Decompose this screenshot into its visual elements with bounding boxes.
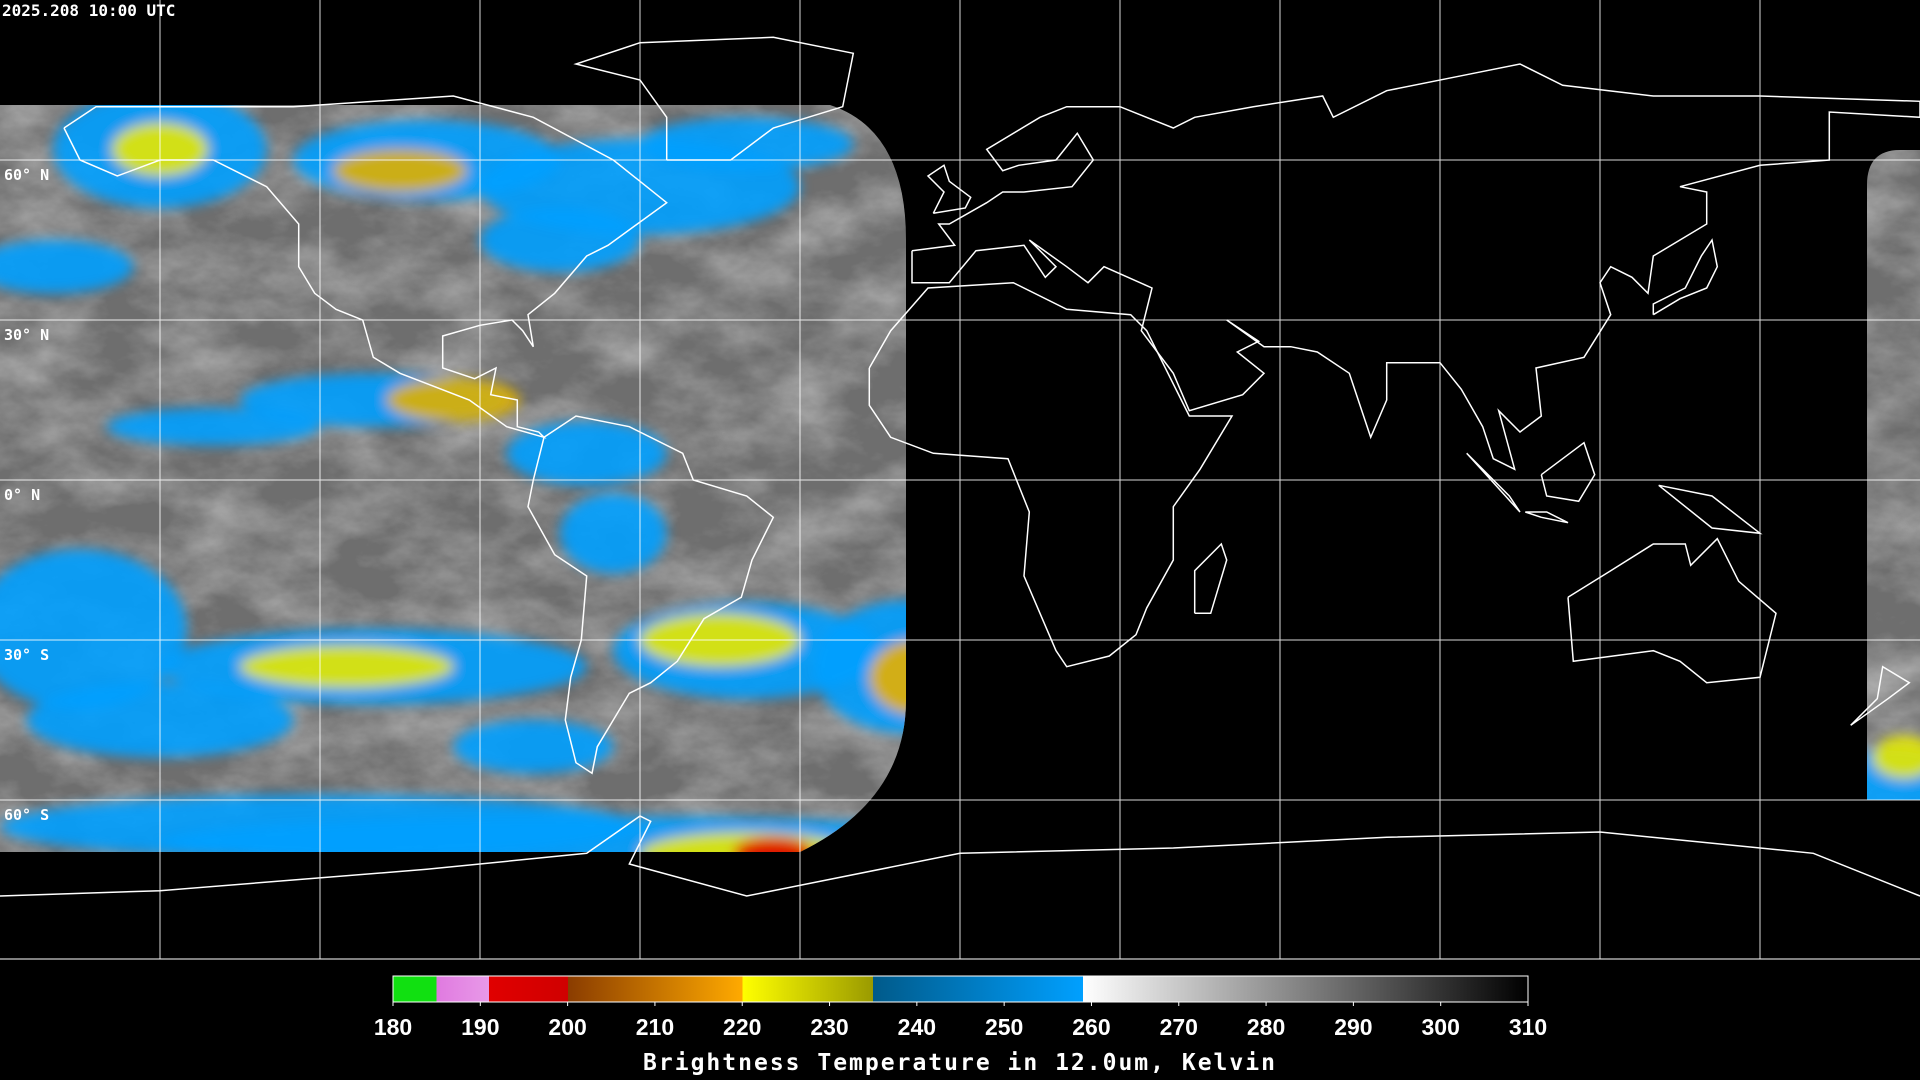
coastline (1193, 542, 1228, 615)
lat-label: 30° N (4, 326, 49, 344)
coastline (1525, 511, 1569, 524)
coastline (1658, 484, 1763, 535)
colorbar-tick-label: 270 (1160, 1014, 1198, 1040)
colorbar-tick-label: 310 (1509, 1014, 1547, 1040)
cloud-blob (506, 421, 667, 486)
cloud-blob (333, 149, 467, 193)
colorbar-tick-label: 260 (1072, 1014, 1110, 1040)
colorbar-ticks: 180 190 200 210 220 230 240 250 260 270 280 290 300 3… (374, 1002, 1547, 1040)
cloud-blob (560, 493, 667, 574)
cloud-blob (1872, 736, 1920, 779)
cloud-blob (0, 549, 187, 710)
coastline (1850, 665, 1911, 726)
lat-label: 0° N (4, 486, 40, 504)
cloud-blob (733, 837, 814, 852)
lat-label: 30° S (4, 646, 49, 664)
coastline (1652, 238, 1719, 316)
lat-label: 60° S (4, 806, 49, 824)
colorbar-tick-label: 200 (548, 1014, 586, 1040)
coastline (1540, 441, 1596, 503)
colorbar-title: Brightness Temperature in 12.0um, Kelvin (643, 1050, 1277, 1076)
colorbar-tick-label: 290 (1334, 1014, 1372, 1040)
coastline (1567, 537, 1777, 684)
coastline (926, 164, 972, 215)
colorbar-tick-label: 210 (636, 1014, 674, 1040)
cloud-blob (240, 645, 454, 689)
latitude-labels: 60° N 30° N 0° N 30° S 60° S (4, 166, 49, 824)
cloud-blob (480, 208, 640, 272)
cloud-blob (0, 239, 134, 294)
coastline (0, 815, 1920, 897)
colorbar-tick-label: 180 (374, 1014, 412, 1040)
colorbar-tick-label: 300 (1422, 1014, 1460, 1040)
colorbar-tick-label: 230 (810, 1014, 848, 1040)
colorbar-tick-label: 280 (1247, 1014, 1285, 1040)
cloud-blob (640, 117, 854, 171)
colorbar-tick-label: 240 (898, 1014, 936, 1040)
timestamp: 2025.208 10:00 UTC (2, 1, 175, 20)
cloud-blob (640, 832, 854, 852)
cloud-blob (160, 816, 1014, 852)
coastlines (0, 36, 1920, 897)
colorbar-tick-label: 190 (461, 1014, 499, 1040)
coastline (573, 36, 855, 161)
cloud-blob (386, 378, 520, 422)
colorbar (392, 975, 1529, 1003)
cloud-blob (106, 408, 321, 446)
lat-label: 60° N (4, 166, 49, 184)
cloud-blob (813, 600, 1001, 734)
cloud-blob (453, 720, 614, 774)
colorbar-tick-label: 250 (985, 1014, 1023, 1040)
cloud-blob (869, 640, 966, 715)
coastline (911, 63, 1920, 471)
coastline (868, 281, 1234, 668)
coastline (1466, 452, 1521, 513)
lat-lon-grid (0, 0, 1920, 959)
colorbar-tick-label: 220 (723, 1014, 761, 1040)
